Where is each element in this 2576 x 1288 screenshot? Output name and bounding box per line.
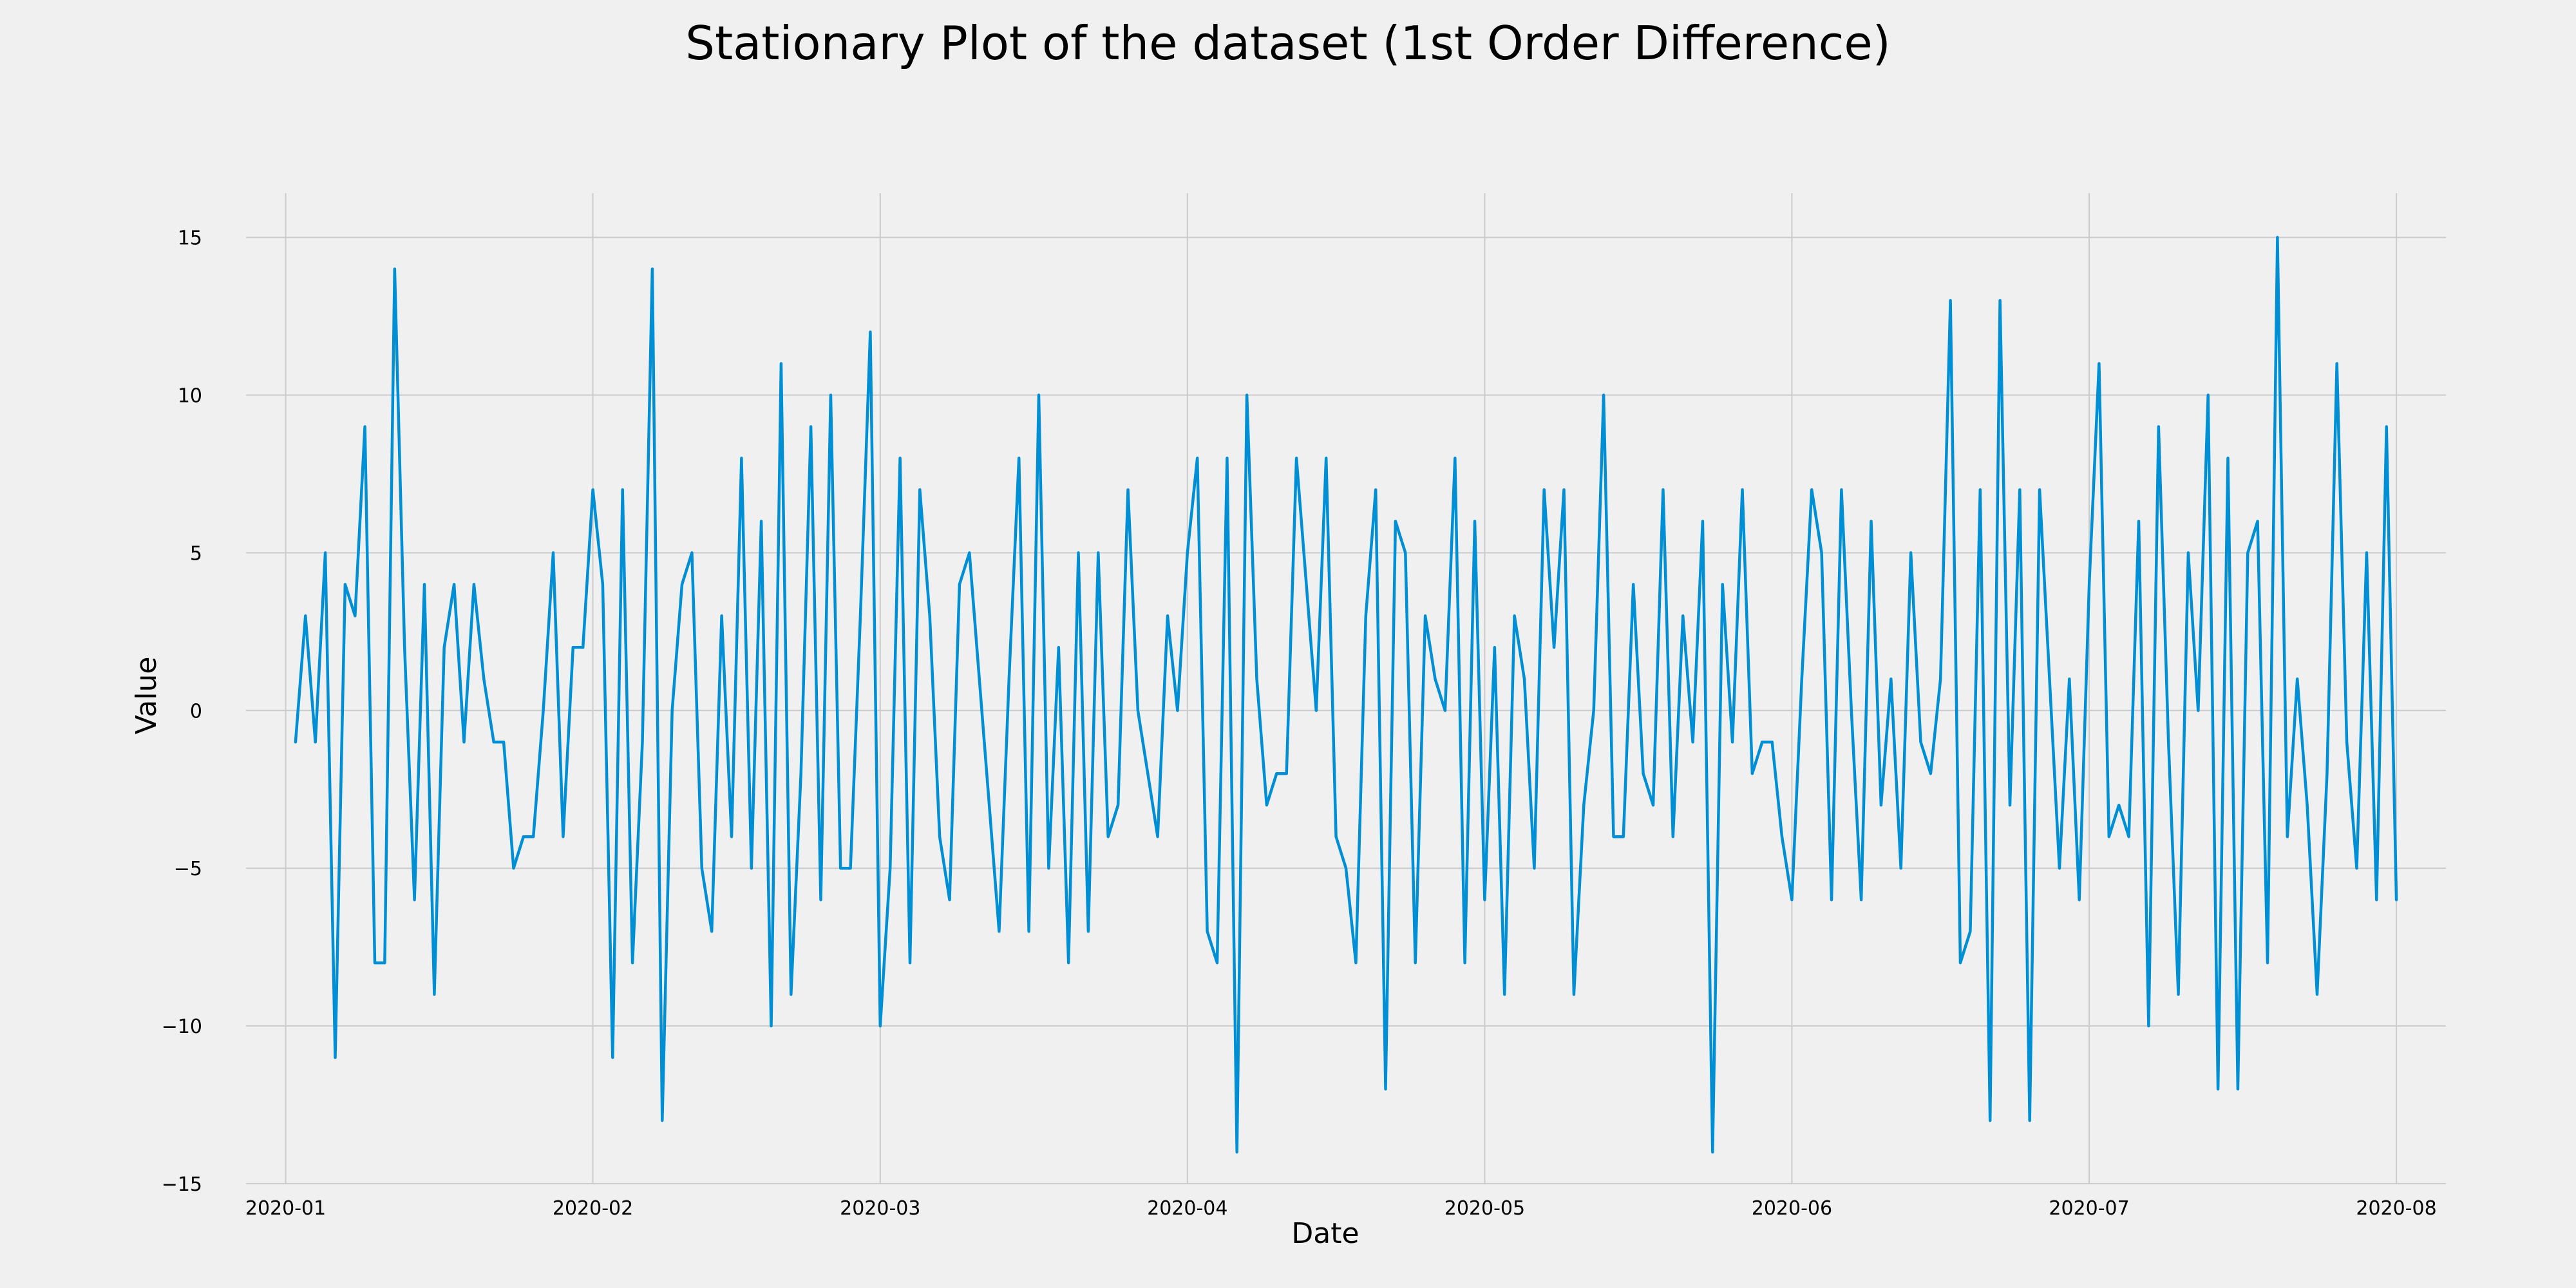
y-axis-label: Value [130,657,163,735]
x-tick-label: 2020-08 [2356,1197,2436,1220]
y-tick-label: −10 [162,1016,202,1038]
series-layer [294,236,2398,1154]
y-tick-label: 10 [178,384,202,407]
y-tick-label: 5 [190,542,202,565]
y-tick-label: 15 [178,227,202,250]
x-tick-label: 2020-01 [245,1197,326,1220]
y-tick-label: −5 [174,858,202,880]
x-tick-label: 2020-07 [2049,1197,2129,1220]
x-axis-label: Date [1291,1217,1359,1250]
chart-title: Stationary Plot of the dataset (1st Orde… [685,16,1891,70]
y-tick-label: 0 [190,700,202,723]
x-tick-label: 2020-05 [1444,1197,1525,1220]
series-line [294,236,2398,1154]
x-tick-label: 2020-06 [1752,1197,1832,1220]
x-tick-label: 2020-04 [1147,1197,1227,1220]
x-tick-label: 2020-03 [840,1197,920,1220]
tick-labels: 2020-01 2020-02 2020-03 2020-04 2020-05 2020-… [162,227,2437,1220]
x-tick-label: 2020-02 [553,1197,633,1220]
grid [246,193,2446,1184]
y-tick-label: −15 [162,1173,202,1196]
